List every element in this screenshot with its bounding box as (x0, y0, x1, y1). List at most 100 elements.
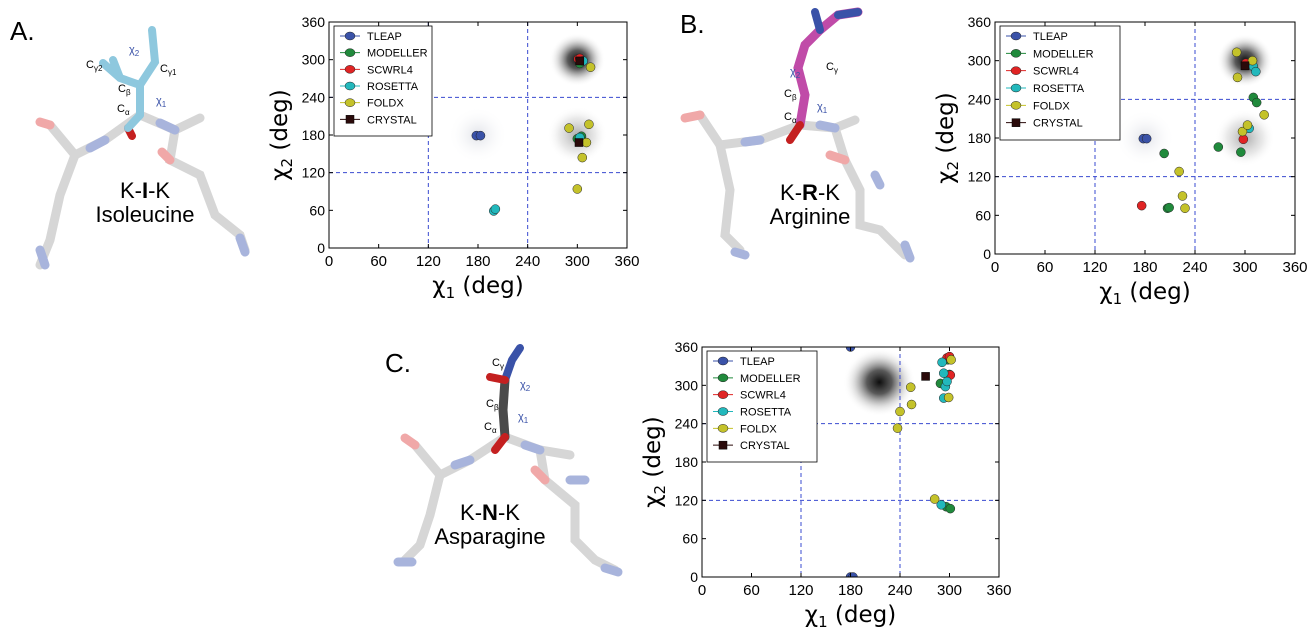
lysine-left-stick (400, 470, 445, 565)
oxygen-stick (530, 465, 550, 485)
atom-labels: Cγ χ2 Cβ χ1 Cα (484, 357, 531, 435)
data-point-rosetta (1251, 66, 1261, 77)
nitrogen-stick (520, 440, 545, 455)
x-tick-label: 360 (986, 582, 1011, 599)
side-chain-stick (124, 111, 144, 132)
legend-item: FOLDX (1006, 100, 1070, 112)
legend-label: MODELLER (1033, 48, 1094, 60)
x-tick-label: 240 (515, 253, 540, 270)
data-point-crystal (1240, 61, 1250, 71)
legend-marker (345, 115, 355, 124)
plot-area (702, 347, 999, 577)
legend-item: ROSETTA (713, 407, 792, 419)
oxygen-stick (491, 433, 509, 454)
nitrogen-stick (870, 170, 885, 190)
panel-b: B. χ2 Cγ Cβ χ1 Cα K-R-K Arginine 0 60 12 (680, 7, 1308, 308)
nitrogen-stick (235, 233, 250, 257)
oxygen-stick (400, 433, 420, 450)
legend-label: TLEAP (1033, 31, 1068, 43)
data-point-foldx (1180, 203, 1190, 213)
nitrogen-stick (811, 8, 824, 34)
nitrogen-stick (450, 455, 475, 470)
chi-label: χ2 (129, 44, 140, 58)
legend-item: MODELLER (713, 373, 801, 385)
data-point-modeller (945, 503, 956, 514)
oxygen-stick (680, 110, 705, 123)
oxygen-stick (486, 373, 509, 384)
legend-label: ROSETTA (367, 81, 419, 93)
data-point-rosetta (937, 357, 947, 368)
chi-label: χ1 (817, 101, 828, 115)
x-tick-label: 60 (1037, 259, 1054, 276)
legend-item: SCWRL4 (340, 64, 413, 76)
data-point-foldx (581, 137, 592, 148)
legend: TLEAP MODELLER SCWRL4 ROSETTA FOLDX CRYSTAL (999, 25, 1121, 141)
legend-box (333, 25, 433, 137)
legend: TLEAP MODELLER SCWRL4 ROSETTA FOLDX CRYSTAL (333, 25, 433, 137)
legend-label: TLEAP (367, 31, 402, 43)
legend-label: CRYSTAL (367, 114, 417, 126)
nitrogen-stick (600, 563, 623, 577)
legend-marker (344, 98, 356, 107)
legend-label: SCWRL4 (740, 390, 786, 402)
side-chain-stick (498, 375, 510, 442)
x-tick-label: 120 (788, 582, 813, 599)
atom-label: Cβ (784, 88, 797, 102)
atom-label: Cγ1 (160, 63, 177, 77)
y-tick-label: 240 (302, 89, 326, 105)
legend-marker (717, 373, 729, 383)
legend-marker (344, 81, 356, 91)
atom-label: Cβ (118, 83, 131, 97)
molecule-name: K-I-K (120, 178, 170, 203)
x-tick-label: 180 (838, 582, 863, 599)
y-tick-label: 120 (675, 492, 699, 508)
chi-label: χ1 (156, 95, 167, 109)
y-tick-label: 240 (675, 416, 699, 432)
x-tick-label: 120 (416, 253, 441, 270)
legend-label: ROSETTA (740, 407, 792, 419)
data-point-rosetta (490, 204, 501, 214)
data-point-foldx (906, 399, 917, 410)
legend-label: CRYSTAL (1033, 118, 1083, 130)
molecule-isoleucine (35, 26, 250, 270)
y-tick-label: 300 (675, 377, 699, 393)
y-tick-label: 360 (968, 14, 992, 30)
backbone-stick (410, 431, 575, 481)
y-tick-label: 0 (690, 569, 698, 585)
data-point-foldx (572, 184, 583, 194)
y-tick-label: 180 (302, 127, 326, 143)
panel-label: C. (385, 348, 411, 378)
lysine-left-stick (35, 150, 80, 270)
nitrogen-stick (815, 120, 840, 133)
atom-label: Cγ (826, 61, 838, 75)
legend-marker (1011, 118, 1021, 127)
legend-label: MODELLER (367, 48, 428, 60)
oxygen-stick (157, 147, 175, 165)
atom-labels: Cγ2 χ2 Cγ1 Cβ Cα χ1 (86, 44, 177, 117)
data-point-crystal (574, 138, 584, 147)
legend-item: CRYSTAL (713, 440, 790, 452)
x-tick-label: 180 (1132, 259, 1157, 276)
y-axis-label: χ2 (deg) (933, 92, 962, 183)
y-tick-label: 180 (675, 454, 699, 470)
legend-item: TLEAP (713, 356, 775, 368)
legend-marker (344, 48, 356, 57)
panel-c: C. Cγ χ2 Cβ χ1 Cα K-N-K Asparagine 0 60 (385, 339, 1012, 627)
nitrogen-stick (740, 135, 765, 147)
legend-item: CRYSTAL (340, 114, 417, 126)
legend-marker (344, 31, 356, 41)
legend-marker (1010, 101, 1022, 110)
nitrogen-stick (900, 240, 915, 263)
data-point-rosetta (936, 500, 946, 510)
y-tick-label: 300 (302, 52, 326, 68)
y-tick-label: 120 (302, 165, 326, 181)
x-tick-label: 60 (370, 253, 387, 270)
legend-marker (1010, 66, 1022, 75)
legend-label: MODELLER (740, 373, 801, 385)
scatter-plot-asparagine: 0 60 120 180 240 300 360 0 60 120 180 240 300 360 χ1 (… (640, 339, 1012, 627)
oxygen-stick (35, 117, 55, 130)
data-point-foldx (1237, 126, 1248, 137)
data-point-modeller (1236, 147, 1246, 157)
y-tick-label: 120 (968, 169, 992, 185)
